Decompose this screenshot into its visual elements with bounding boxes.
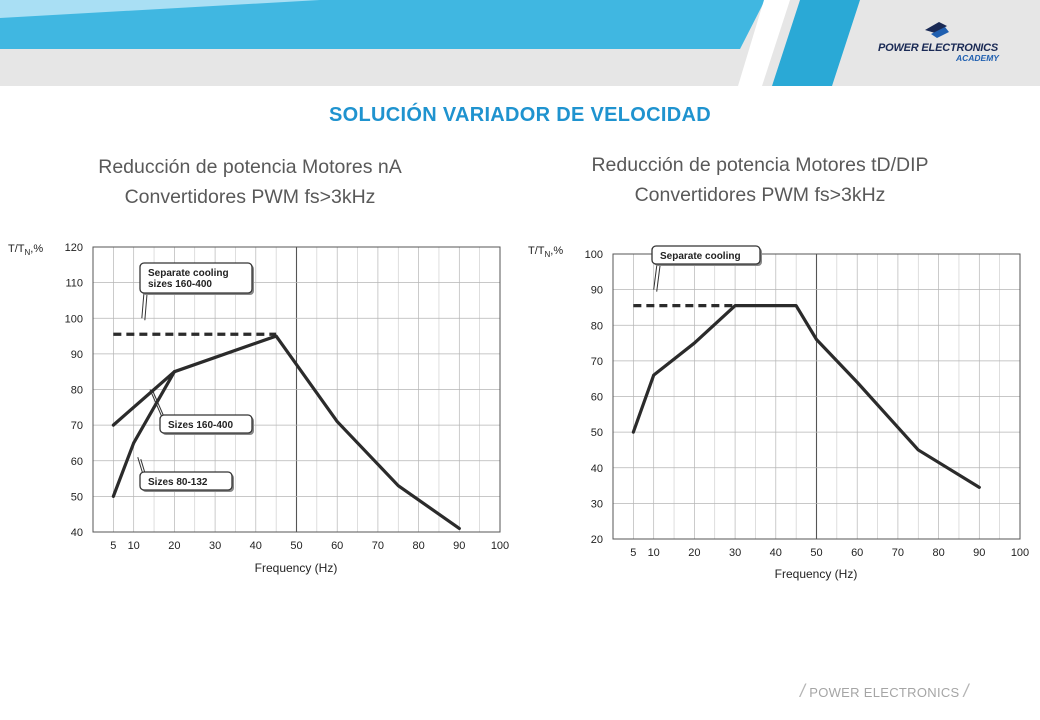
x-tick-label: 50: [290, 540, 302, 552]
x-tick-label: 60: [331, 540, 343, 552]
x-tick-label: 5: [110, 540, 116, 552]
y-tick-label: 60: [71, 456, 83, 468]
right-caption-line-1: Reducción de potencia Motores tD/DIP: [591, 154, 929, 176]
series-line: [111, 370, 176, 498]
x-tick-label: 30: [729, 547, 741, 559]
torque-derating-chart-na: 5 10 20 30 40 50 60 70 80 90 100 40 50 60 70 80 90 100 110…: [8, 242, 509, 575]
callout-label: Separate cooling: [660, 251, 741, 262]
x-tick-label: 60: [851, 547, 863, 559]
callout-label: Sizes 160-400: [168, 420, 233, 431]
y-tick-label: 120: [65, 242, 83, 254]
y-axis-label: T/TN,%: [528, 245, 563, 259]
x-tick-label: 10: [128, 540, 140, 552]
y-tick-label: 80: [591, 320, 603, 332]
header-banner: [0, 0, 1040, 86]
y-tick-label: 50: [71, 491, 83, 503]
left-chart-caption: Reducción de potencia Motores nA Convert…: [20, 152, 480, 212]
y-tick-label: 30: [591, 498, 603, 510]
right-caption-line-2: Convertidores PWM fs>3kHz: [634, 184, 886, 206]
y-tick-label: 40: [71, 527, 83, 539]
x-tick-label: 50: [810, 547, 822, 559]
plot-frame: [92, 246, 501, 533]
callout-box: [139, 471, 233, 491]
x-tick-label: 40: [770, 547, 782, 559]
x-tick-label: 20: [688, 547, 700, 559]
x-tick-label: 70: [892, 547, 904, 559]
x-axis-label: Frequency (Hz): [255, 561, 338, 575]
y-tick-label: 100: [65, 313, 83, 325]
y-tick-label: 80: [71, 385, 83, 397]
x-tick-label: 20: [168, 540, 180, 552]
left-caption-line-2: Convertidores PWM fs>3kHz: [124, 186, 376, 208]
x-axis-label: Frequency (Hz): [775, 567, 858, 581]
callout-label: Separate cooling: [148, 268, 229, 279]
y-tick-label: 50: [591, 427, 603, 439]
x-tick-label: 100: [1011, 547, 1029, 559]
y-axis-label: T/TN,%: [8, 243, 43, 257]
page-title: SOLUCIÓN VARIADOR DE VELOCIDAD: [329, 104, 711, 126]
y-tick-label: 40: [591, 463, 603, 475]
banner-mid-blue-stripe: [0, 0, 765, 49]
callout-label: Sizes 80-132: [148, 477, 208, 488]
x-tick-label: 90: [453, 540, 465, 552]
y-tick-label: 90: [591, 285, 603, 297]
left-caption-line-1: Reducción de potencia Motores nA: [98, 156, 402, 178]
y-tick-label: 70: [71, 420, 83, 432]
x-tick-label: 70: [372, 540, 384, 552]
footer-text: POWER ELECTRONICS: [809, 685, 960, 700]
callout-label: sizes 160-400: [148, 279, 212, 290]
y-tick-label: 90: [71, 349, 83, 361]
x-tick-label: 30: [209, 540, 221, 552]
power-electronics-logo-icon: [925, 22, 949, 38]
y-tick-label: 110: [65, 278, 83, 290]
series-line: [631, 304, 981, 489]
x-tick-label: 40: [250, 540, 262, 552]
x-tick-label: 80: [412, 540, 424, 552]
callout-box: [139, 262, 253, 294]
x-tick-label: 100: [491, 540, 509, 552]
callout-box: [651, 245, 761, 265]
plot-frame: [612, 253, 1021, 540]
logo-subtext: ACADEMY: [956, 53, 999, 63]
callout-box: [159, 414, 253, 434]
y-tick-label: 20: [591, 534, 603, 546]
banner-white-sliver: [738, 0, 790, 86]
x-tick-label: 5: [630, 547, 636, 559]
footer-brand: / POWER ELECTRONICS /: [800, 681, 969, 702]
power-electronics-logo: POWER ELECTRONICS ACADEMY: [878, 42, 1018, 63]
x-tick-label: 10: [648, 547, 660, 559]
footer-slash-right: /: [963, 681, 969, 701]
y-tick-label: 100: [585, 249, 603, 261]
footer-slash-left: /: [800, 681, 806, 701]
logo-text: POWER ELECTRONICS: [878, 42, 999, 54]
y-tick-label: 60: [591, 392, 603, 404]
right-chart-caption: Reducción de potencia Motores tD/DIP Con…: [530, 150, 990, 210]
x-tick-label: 90: [973, 547, 985, 559]
torque-derating-chart-td-dip: 5 10 20 30 40 50 60 70 80 90 100 20 30 40 50 60 70 80 90 10…: [528, 245, 1029, 581]
banner-blue-slant: [772, 0, 860, 86]
y-tick-label: 70: [591, 356, 603, 368]
series-line: [111, 334, 461, 531]
x-tick-label: 80: [932, 547, 944, 559]
